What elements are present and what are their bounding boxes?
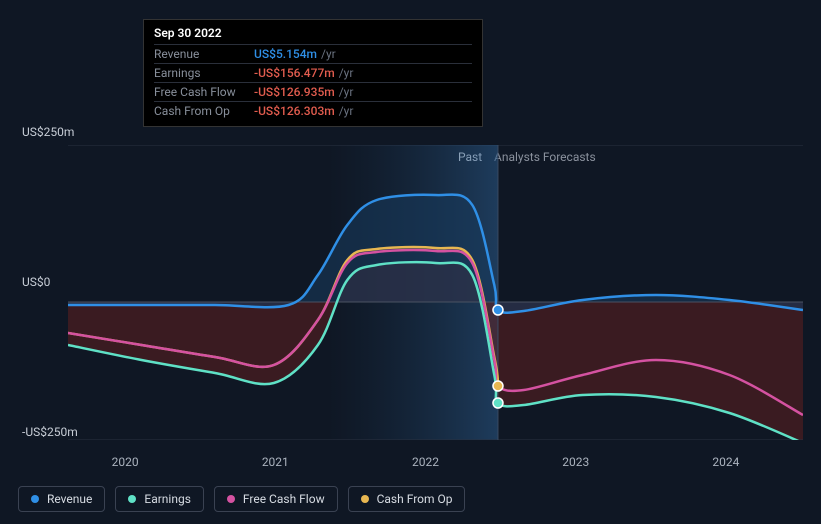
x-axis-tick: 2024 bbox=[651, 455, 801, 469]
tooltip-row: Cash From Op-US$126.303m/yr bbox=[154, 101, 472, 120]
tooltip-row-value: -US$156.477m bbox=[254, 66, 335, 80]
legend-dot bbox=[227, 495, 235, 503]
y-axis-label-top: US$250m bbox=[22, 125, 74, 139]
tooltip-row-suffix: /yr bbox=[321, 47, 336, 61]
tooltip-row-label: Free Cash Flow bbox=[154, 85, 254, 99]
tooltip-row: Free Cash Flow-US$126.935m/yr bbox=[154, 82, 472, 101]
tooltip-row: Earnings-US$156.477m/yr bbox=[154, 63, 472, 82]
tooltip-row-suffix: /yr bbox=[339, 66, 354, 80]
legend-item-earnings[interactable]: Earnings bbox=[115, 486, 204, 512]
legend-label: Earnings bbox=[144, 492, 191, 506]
tooltip-row-value: US$5.154m bbox=[254, 47, 317, 61]
tooltip-row-label: Cash From Op bbox=[154, 104, 254, 118]
tooltip-date: Sep 30 2022 bbox=[154, 26, 472, 40]
x-axis-tick: 2022 bbox=[350, 455, 500, 469]
legend: Revenue Earnings Free Cash Flow Cash From O… bbox=[18, 486, 465, 512]
y-axis-label-zero: US$0 bbox=[22, 275, 50, 289]
tooltip-row-label: Earnings bbox=[154, 66, 254, 80]
hover-tooltip: Sep 30 2022 RevenueUS$5.154m/yrEarnings-… bbox=[143, 19, 483, 127]
tooltip-row-value: -US$126.303m bbox=[254, 104, 335, 118]
x-axis-tick: 2020 bbox=[50, 455, 200, 469]
tooltip-row-label: Revenue bbox=[154, 47, 254, 61]
legend-label: Free Cash Flow bbox=[243, 492, 325, 506]
tooltip-row: RevenueUS$5.154m/yr bbox=[154, 44, 472, 63]
legend-label: Revenue bbox=[47, 492, 92, 506]
chart-svg[interactable] bbox=[68, 145, 803, 440]
legend-dot bbox=[361, 495, 369, 503]
tooltip-row-value: -US$126.935m bbox=[254, 85, 335, 99]
legend-dot bbox=[128, 495, 136, 503]
tooltip-row-suffix: /yr bbox=[339, 85, 354, 99]
chart-area: US$250m US$0 -US$250m Past Analysts Fore… bbox=[18, 125, 803, 479]
tooltip-row-suffix: /yr bbox=[339, 104, 354, 118]
legend-dot bbox=[31, 495, 39, 503]
x-axis-labels: 20202021202220232024 bbox=[50, 455, 801, 469]
legend-label: Cash From Op bbox=[377, 492, 453, 506]
legend-item-free-cash-flow[interactable]: Free Cash Flow bbox=[214, 486, 338, 512]
x-axis-tick: 2023 bbox=[501, 455, 651, 469]
legend-item-revenue[interactable]: Revenue bbox=[18, 486, 105, 512]
legend-item-cash-from-op[interactable]: Cash From Op bbox=[348, 486, 466, 512]
x-axis-tick: 2021 bbox=[200, 455, 350, 469]
